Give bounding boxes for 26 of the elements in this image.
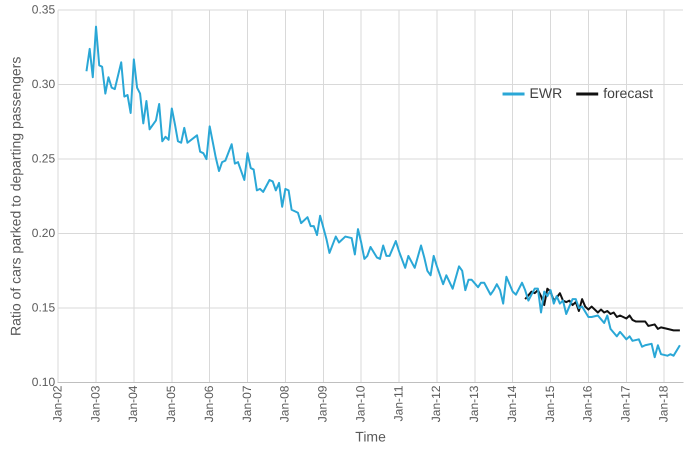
- x-tick-label: Jan-07: [240, 385, 254, 422]
- y-tick-label: 0.35: [32, 2, 56, 17]
- x-tick-label: Jan-03: [88, 385, 102, 422]
- x-tick-label: Jan-10: [354, 385, 368, 422]
- legend-label: EWR: [530, 84, 562, 101]
- x-tick-label: Jan-05: [164, 385, 178, 422]
- x-tick-label: Jan-18: [656, 385, 671, 422]
- x-tick-label: Jan-17: [618, 385, 633, 422]
- x-tick-label: Jan-16: [580, 385, 595, 422]
- x-tick-label: Jan-15: [542, 385, 557, 422]
- x-axis-title: Time: [355, 428, 386, 444]
- x-tick-label: Jan-09: [316, 385, 330, 422]
- y-tick-label: 0.25: [32, 151, 56, 166]
- x-tick-label: Jan-06: [202, 385, 216, 422]
- x-tick-label: Jan-13: [467, 385, 482, 422]
- x-tick-label: Jan-04: [126, 385, 140, 422]
- x-tick-label: Jan-14: [505, 385, 520, 422]
- legend-label: forecast: [603, 84, 654, 101]
- x-tick-label: Jan-02: [50, 385, 64, 422]
- y-tick-label: 0.30: [32, 76, 56, 91]
- y-axis-title: Ratio of cars parked to departing passengers: [7, 56, 24, 336]
- x-tick-label: Jan-08: [278, 385, 292, 422]
- y-tick-label: 0.15: [32, 300, 56, 314]
- x-tick-label: Jan-12: [429, 385, 444, 422]
- x-tick-label: Jan-11: [391, 385, 406, 422]
- y-tick-label: 0.20: [32, 226, 56, 240]
